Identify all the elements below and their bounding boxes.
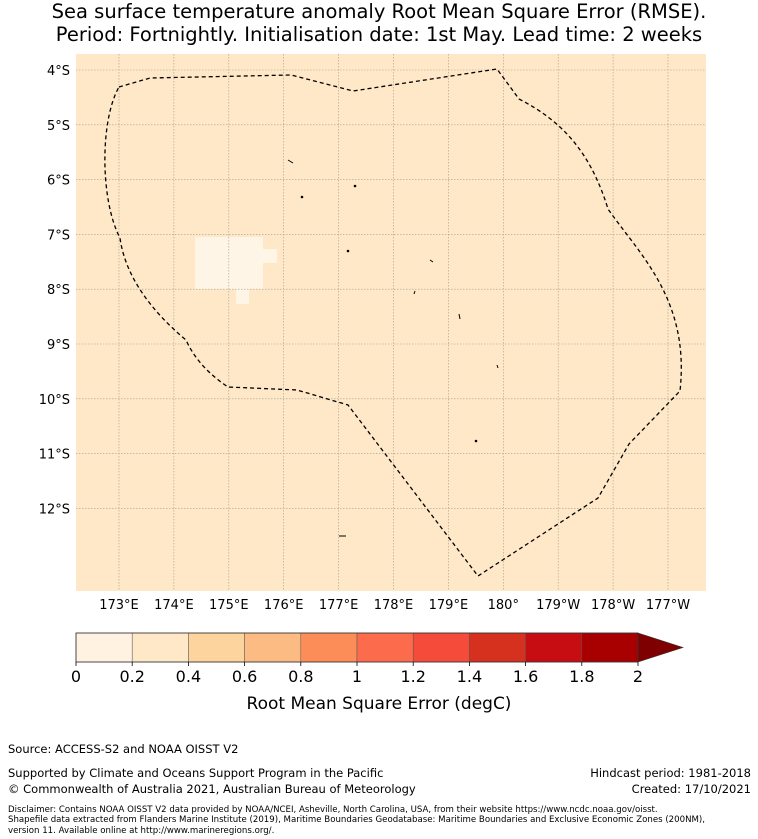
colorbar-tick-label: 0.4: [176, 667, 201, 686]
latitude-label: 6°S: [47, 174, 70, 189]
colorbar-tick-label: 1.6: [513, 667, 538, 686]
colorbar-segment: [188, 632, 245, 663]
island: [474, 439, 478, 443]
support-text: Supported by Climate and Oceans Support …: [8, 766, 384, 780]
colorbar-segment: [356, 632, 414, 663]
disclaimer-line-3: version 11. Available online at http://w…: [8, 825, 275, 836]
colorbar: 0 0.2 0.4 0.6 0.8 1 1.2 1.4 1.6 1.8 2: [71, 632, 684, 686]
created-text: Created: 17/10/2021: [631, 782, 751, 796]
colorbar-tick-label: 2: [633, 667, 643, 686]
longitude-label: 173°E: [99, 598, 139, 613]
latitude-label: 12°S: [39, 502, 70, 517]
longitude-label: 174°E: [154, 598, 194, 613]
chart-title: Sea surface temperature anomaly Root Mea…: [0, 0, 758, 46]
colorbar-tick-label: 0.8: [288, 667, 313, 686]
longitude-label: 179°E: [429, 598, 469, 613]
colorbar-label: Root Mean Square Error (degC): [247, 694, 512, 714]
island: [429, 259, 434, 263]
latitude-label: 11°S: [39, 448, 70, 463]
colorbar-tick-label: 0.2: [119, 667, 144, 686]
longitude-label: 178°W: [591, 598, 635, 613]
low-error-patch: [195, 237, 277, 304]
colorbar-segment: [75, 632, 133, 663]
island: [300, 195, 304, 199]
colorbar-segment: [469, 632, 526, 663]
colorbar-segment: [412, 632, 470, 663]
colorbar-extend-arrow: [637, 632, 684, 663]
colorbar-tick-label: 0: [71, 667, 81, 686]
colorbar-segment: [300, 632, 358, 663]
longitude-labels: 173°E 174°E 175°E 176°E 177°E 178°E 179°E 180° 1…: [99, 598, 690, 613]
colorbar-tick-label: 1.8: [569, 667, 594, 686]
copyright-text: © Commonwealth of Australia 2021, Austra…: [8, 782, 416, 796]
ocean-field: [76, 54, 706, 591]
latitude-label: 7°S: [47, 228, 70, 243]
longitude-label: 180°: [488, 598, 519, 613]
island: [287, 159, 294, 164]
island: [458, 313, 461, 320]
island: [353, 184, 357, 188]
longitude-label: 177°W: [646, 598, 690, 613]
latitude-label: 9°S: [47, 338, 70, 353]
latitude-label: 10°S: [39, 393, 70, 408]
longitude-label: 175°E: [209, 598, 249, 613]
source-text: Source: ACCESS-S2 and NOAA OISST V2: [8, 742, 239, 756]
latitude-label: 4°S: [47, 64, 70, 79]
colorbar-tick-label: 1.4: [457, 667, 482, 686]
title-line-1: Sea surface temperature anomaly Root Mea…: [51, 0, 707, 23]
colorbar-tick-label: 1: [352, 667, 362, 686]
disclaimer-line-1: Disclaimer: Contains NOAA OISST V2 data …: [8, 805, 658, 815]
colorbar-segment: [131, 632, 189, 663]
latitude-label: 5°S: [47, 119, 70, 134]
longitude-label: 179°W: [536, 598, 580, 613]
longitude-label: 177°E: [319, 598, 359, 613]
island-coastlines: [287, 159, 499, 537]
colorbar-segment: [581, 632, 639, 663]
gridlines: [76, 54, 706, 591]
colorbar-tick-label: 0.6: [232, 667, 257, 686]
eez-boundary: [104, 68, 682, 577]
map-figure: 4°S 5°S 6°S 7°S 8°S 9°S 10°S 11°S 12°S 173°E 174°…: [39, 54, 706, 714]
longitude-label: 178°E: [374, 598, 414, 613]
disclaimer-line-2: Shapefile data extracted from Flanders M…: [8, 815, 705, 826]
latitude-labels: 4°S 5°S 6°S 7°S 8°S 9°S 10°S 11°S 12°S: [39, 64, 70, 517]
disclaimer: Disclaimer: Contains NOAA OISST V2 data …: [8, 805, 758, 836]
hindcast-text: Hindcast period: 1981-2018: [590, 766, 751, 780]
colorbar-segment: [525, 632, 583, 663]
island: [346, 249, 350, 253]
island: [413, 290, 416, 295]
colorbar-tick-label: 1.2: [400, 667, 425, 686]
title-line-2: Period: Fortnightly. Initialisation date…: [55, 23, 703, 46]
latitude-label: 8°S: [47, 283, 70, 298]
colorbar-segment: [244, 632, 302, 663]
longitude-label: 176°E: [264, 598, 304, 613]
island: [496, 364, 499, 369]
